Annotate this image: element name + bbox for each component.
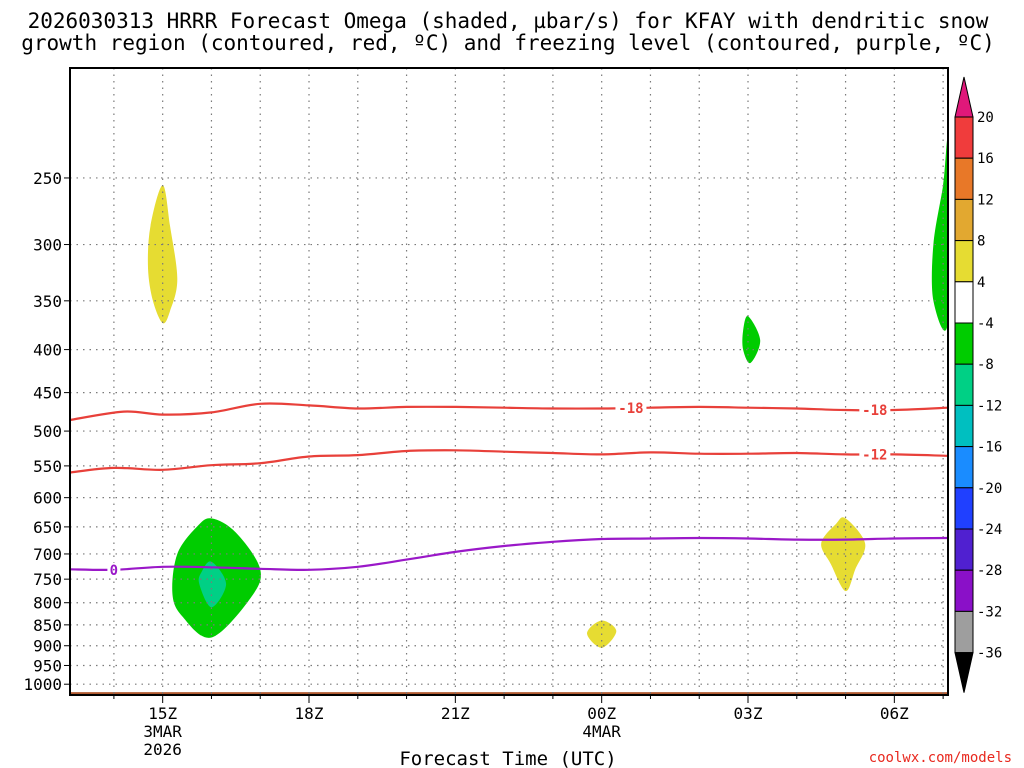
y-tick-400: 400 [33,341,62,360]
title-line: 2026030313 HRRR Forecast Omega (shaded, … [28,9,989,33]
colorbar-swatch [954,569,974,612]
colorbar-label: -4 [977,316,994,332]
x-tick-label: 00Z [587,704,616,723]
omega-neg4-neg8-upper-region [742,316,761,364]
colorbar-swatch [954,281,974,324]
y-tick-500: 500 [33,422,62,441]
contour-label--18: -18 [862,403,887,419]
colorbar-swatch [954,198,974,242]
x-tick-label: 4MAR [582,722,621,741]
omega-colorbar: 20 16 12 8 4 -4 -8 -12 -16 -20 -24 -28 -32 -36 [954,76,1002,693]
grid-lines [70,68,948,695]
y-tick-850: 850 [33,616,62,635]
y-tick-550: 550 [33,457,62,476]
colorbar-bottom-arrow [954,652,974,693]
colorbar-swatch [954,528,974,571]
colorbar-label: 4 [977,275,985,291]
colorbar-swatch [954,487,974,530]
colorbar-swatch [954,322,974,365]
credit-text: coolwx.com/models [869,750,1012,766]
colorbar-swatch [954,446,974,489]
contour-label-bg [859,447,891,462]
colorbar-label: -32 [977,604,1002,620]
contour-label-0: 0 [110,563,118,579]
x-tick-label: 3MAR [143,722,182,741]
colorbar-label: -24 [977,522,1002,538]
colorbar-swatch [954,116,974,159]
colorbar-swatch [954,240,974,283]
y-tick-250: 250 [33,169,62,188]
y-tick-800: 800 [33,594,62,613]
colorbar-label: -20 [977,481,1002,497]
colorbar-label: -36 [977,646,1002,662]
x-tick-label: 2026 [143,740,182,759]
omega-shading [70,138,948,695]
contour-0-line [69,536,949,572]
colorbar-label: -28 [977,563,1002,579]
plot-frame [69,67,949,696]
omega-4-8-right-region [821,517,866,592]
colorbar-swatch [954,363,974,406]
y-tick-900: 900 [33,637,62,656]
colorbar-swatch [954,404,974,448]
colorbar-label: 12 [977,192,994,208]
x-axis-label: Forecast Time (UTC) [399,748,616,768]
y-tick-450: 450 [33,384,62,403]
colorbar-swatch [954,157,974,200]
temperature-contours: -18 -18 -12 0 [69,401,949,579]
colorbar-label: 16 [977,151,994,167]
colorbar-label: -8 [977,357,994,373]
colorbar-label: -12 [977,398,1002,414]
omega-neg8-neg12-lower-region [198,561,227,608]
contour-label-bg [615,401,647,416]
y-tick-750: 750 [33,570,62,589]
y-tick-950: 950 [33,656,62,675]
omega-neg4-neg8-edge-region [931,138,948,331]
contour-label-bg [107,562,121,577]
colorbar-label: 20 [977,110,994,126]
x-tick-label: 15Z [148,704,177,723]
contour--18-line [69,402,949,422]
contour--12-line [69,449,949,474]
y-tick-300: 300 [33,236,62,255]
y-axis: 250 300 350 400 450 500 550 600 650 700 750 800 850 9… [23,169,70,694]
y-tick-350: 350 [33,292,62,311]
x-tick-label: 06Z [880,704,909,723]
chart-title: 2026030313 HRRR Forecast Omega (shaded, … [21,9,995,55]
x-tick-label: 03Z [734,704,763,723]
contour-label-bg [859,403,891,418]
colorbar-swatch [954,610,974,654]
ground-surface [70,692,948,695]
title-line: growth region (contoured, red, ºC) and f… [21,31,995,55]
y-tick-650: 650 [33,518,62,537]
x-tick-label: 21Z [441,704,470,723]
colorbar-top-arrow [954,76,974,118]
y-tick-700: 700 [33,545,62,564]
contour-label--12: -12 [862,447,887,463]
y-tick-600: 600 [33,489,62,508]
contour-label--18: -18 [618,401,643,417]
y-tick-1000: 1000 [23,675,62,694]
x-tick-label: 18Z [295,704,324,723]
colorbar-label: -16 [977,440,1002,456]
omega-4-8-upper-region [147,185,178,324]
colorbar-label: 8 [977,234,985,250]
